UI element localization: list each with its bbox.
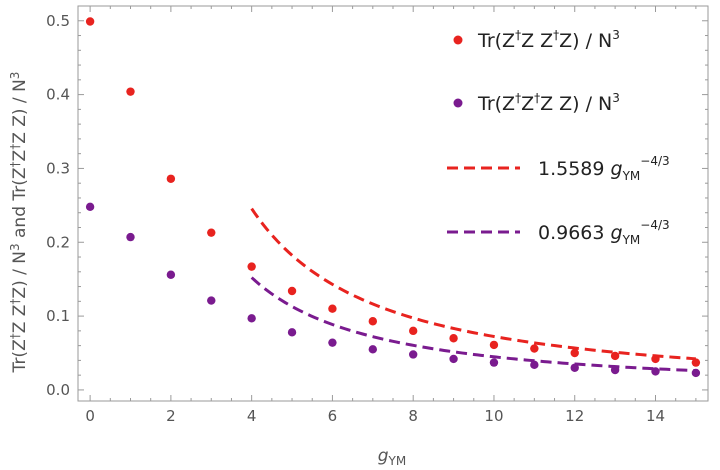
data-point-series-1 [651,367,660,376]
data-point-series-1 [166,270,176,279]
legend-marker-red-point [453,35,463,45]
data-point-series-0 [207,228,216,237]
x-tick-label: 2 [166,407,176,425]
fit-curve-series-3 [250,276,696,373]
data-point-series-1 [691,368,701,378]
tick-layer: 0 2 4 6 8 10 12 14 0.0 0.1 0.2 0.3 0.4 0.5 [46,6,708,425]
legend-label-red-points: Tr(Z†Z Z†Z) / N3 [477,28,620,52]
x-tick-label: 0 [85,407,95,425]
x-axis-label: gYM [378,446,406,468]
data-point-series-1 [489,358,499,367]
y-tick-label: 0.3 [46,159,70,177]
data-point-series-0 [691,358,701,367]
data-point-series-1 [247,314,256,323]
data-points [85,17,701,378]
legend-label-purple-fit: 0.9663 gYM−4/3 [538,218,670,247]
y-tick-label: 0.4 [46,86,70,104]
data-point-series-0 [449,334,458,343]
legend-entry-red-points: Tr(Z†Z Z†Z) / N3 [453,28,620,52]
data-point-series-1 [449,354,458,364]
data-point-series-1 [530,360,539,370]
fit-curves [250,207,696,373]
y-tick-label: 0.5 [46,12,70,30]
data-point-series-0 [85,17,95,26]
x-tick-label: 6 [328,407,338,425]
x-tick-label: 12 [565,407,584,425]
data-point-series-1 [207,296,216,305]
data-point-series-1 [408,350,418,359]
data-point-series-0 [489,340,499,350]
data-point-series-1 [126,232,135,242]
legend: Tr(Z†Z Z†Z) / N3 Tr(Z†Z†Z Z) / N3 1.5589… [447,28,670,247]
data-point-series-0 [570,348,579,358]
legend-entry-red-fit: 1.5589 gYM−4/3 [447,154,670,183]
data-point-series-1 [570,363,579,372]
data-point-series-0 [126,87,135,96]
data-point-series-0 [287,286,297,296]
legend-label-red-fit: 1.5589 gYM−4/3 [538,154,670,183]
legend-label-purple-points: Tr(Z†Z†Z Z) / N3 [477,91,620,115]
data-point-series-1 [610,365,620,375]
data-point-series-0 [166,174,176,183]
fit-curve-series-2 [250,207,696,361]
data-point-series-1 [85,202,95,212]
data-point-series-0 [408,326,418,336]
data-point-series-0 [651,354,660,364]
y-axis-label: Tr(Z†Z Z†Z) / N3 and Tr(Z†Z†Z Z) / N3 [8,72,30,374]
x-tick-label: 14 [646,407,665,425]
y-tick-label: 0.0 [46,381,70,399]
x-tick-label: 8 [408,407,418,425]
x-tick-label: 4 [247,407,257,425]
data-point-series-0 [610,351,620,361]
x-tick-label: 10 [484,407,503,425]
y-tick-label: 0.1 [46,307,70,325]
data-point-series-0 [368,317,378,326]
data-point-series-1 [328,338,337,347]
data-point-series-0 [247,262,256,271]
legend-entry-purple-points: Tr(Z†Z†Z Z) / N3 [453,91,620,115]
data-point-series-0 [328,304,337,313]
data-point-series-1 [368,345,378,354]
data-point-series-1 [287,328,297,337]
legend-marker-purple-point [453,98,463,108]
data-point-series-0 [530,344,539,353]
y-tick-label: 0.2 [46,233,70,251]
legend-entry-purple-fit: 0.9663 gYM−4/3 [447,218,670,247]
